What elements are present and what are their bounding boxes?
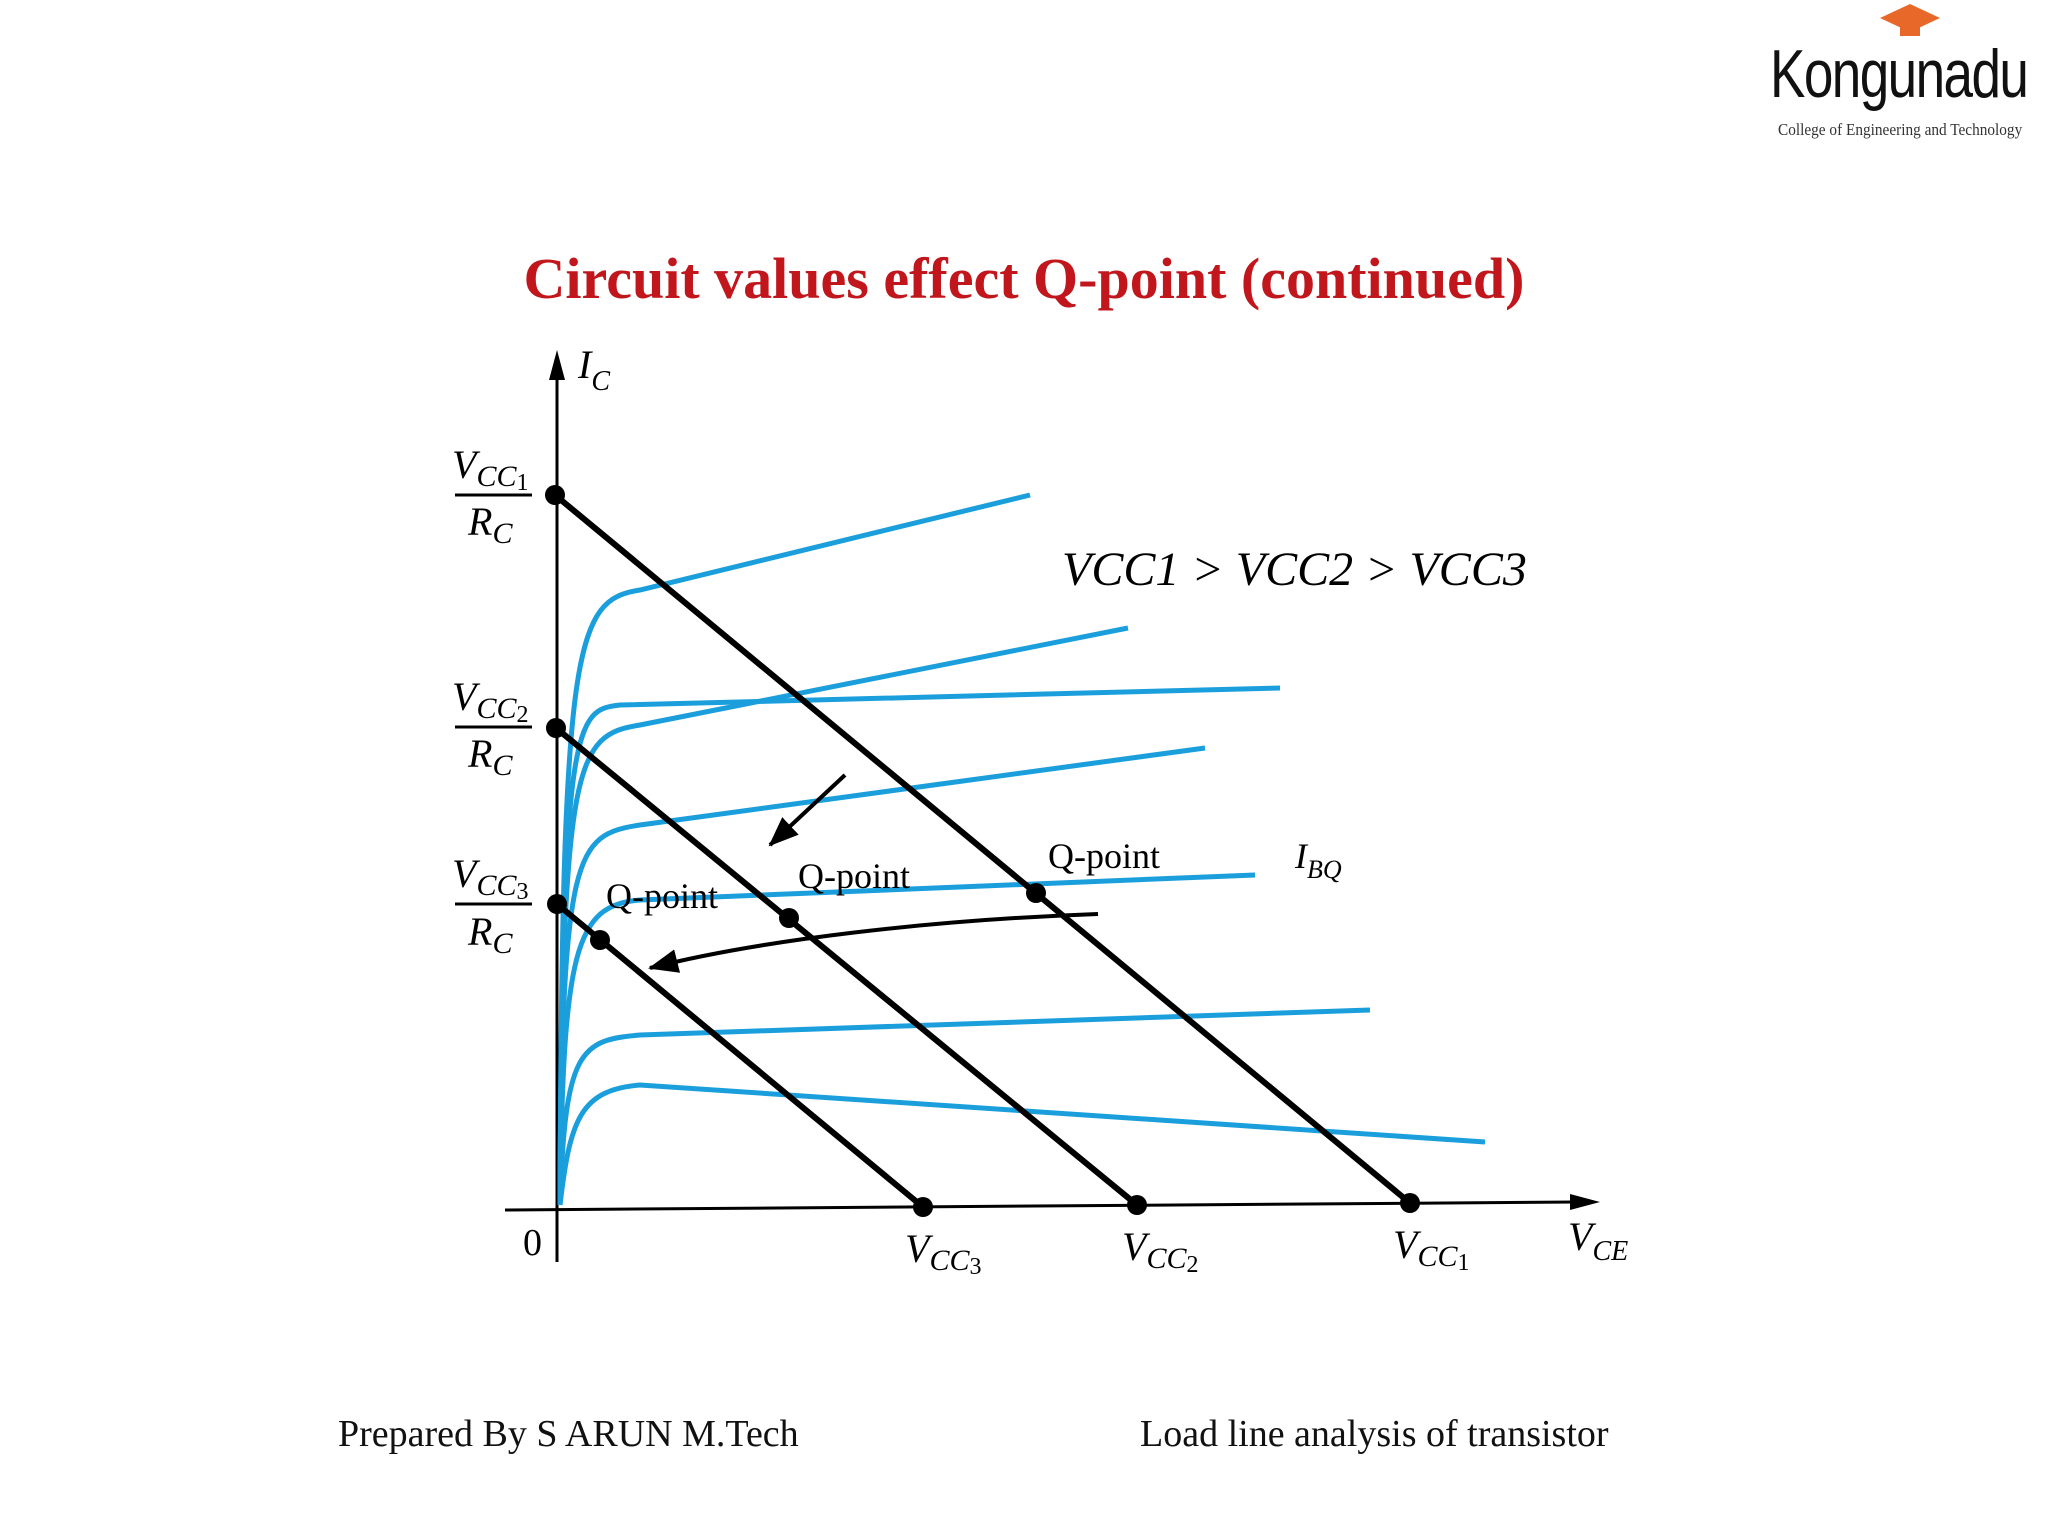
collector-curve xyxy=(557,492,1031,1206)
q-point-label-vcc3: Q-point xyxy=(606,876,718,916)
intercept-dot xyxy=(1127,1195,1147,1215)
intercept-dot xyxy=(547,894,567,914)
load-lines xyxy=(553,492,1412,1210)
collector-curves xyxy=(557,685,1486,1206)
logo-subtitle: College of Engineering and Technology xyxy=(1778,120,2023,139)
x-axis-arrow-icon xyxy=(1570,1194,1600,1210)
load-line-vcc1 xyxy=(553,492,1412,1206)
x-intercept-label-vcc2: VCC2 xyxy=(1122,1224,1198,1278)
footer-topic: Load line analysis of transistor xyxy=(1140,1413,1609,1455)
vcc-relation-label: VCC1 > VCC2 > VCC3 xyxy=(1062,543,1527,596)
graduation-cap-icon xyxy=(1880,4,1940,36)
q-point-dot xyxy=(590,930,610,950)
load-line-vcc2 xyxy=(554,725,1139,1208)
x-intercept-label-vcc3: VCC3 xyxy=(905,1226,981,1280)
y-axis-label: IC xyxy=(577,342,610,397)
q-point-label-vcc2: Q-point xyxy=(798,856,910,896)
ibq-label: IBQ xyxy=(1294,836,1342,884)
intercept-dot xyxy=(545,485,565,505)
y-intercept-label-3: VCC3 RC xyxy=(452,851,532,960)
shift-arrow xyxy=(648,912,1099,973)
intercept-dot xyxy=(913,1197,933,1217)
intercept-dot xyxy=(1400,1193,1420,1213)
svg-text:RC: RC xyxy=(467,731,513,782)
college-logo: Kongunadu College of Engineering and Tec… xyxy=(1770,0,2042,160)
x-axis xyxy=(504,1200,1576,1212)
x-axis-label: VCE xyxy=(1568,1214,1628,1267)
y-intercept-label-1: VCC1 RC xyxy=(452,442,532,550)
collector-curve xyxy=(557,872,1256,1206)
q-point-dot xyxy=(1026,883,1046,903)
footer-author: Prepared By S ARUN M.Tech xyxy=(338,1413,799,1455)
origin-label: 0 xyxy=(523,1222,542,1264)
svg-text:VCC2: VCC2 xyxy=(452,674,528,728)
points xyxy=(545,485,1420,1217)
y-axis-arrow-icon xyxy=(549,350,565,380)
svg-text:VCC1: VCC1 xyxy=(452,442,528,496)
x-intercept-label-vcc1: VCC1 xyxy=(1393,1222,1469,1276)
shift-arrow xyxy=(768,773,847,847)
svg-text:RC: RC xyxy=(467,909,513,960)
collector-curve xyxy=(557,745,1206,1206)
y-intercept-label-2: VCC2 RC xyxy=(452,674,532,782)
collector-curve xyxy=(557,1082,1486,1206)
q-point-label-vcc1: Q-point xyxy=(1048,836,1160,876)
svg-text:VCC3: VCC3 xyxy=(452,851,528,905)
slide-title: Circuit values effect Q-point (continued… xyxy=(523,246,1525,311)
svg-text:RC: RC xyxy=(467,499,513,550)
load-line-vcc3 xyxy=(555,901,925,1210)
intercept-dot xyxy=(546,718,566,738)
q-point-dot xyxy=(779,908,799,928)
collector-curve xyxy=(557,685,1281,1206)
